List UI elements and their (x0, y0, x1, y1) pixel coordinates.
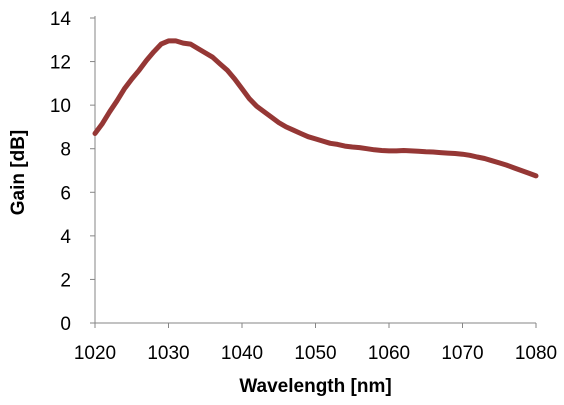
y-tick-label: 2 (60, 270, 71, 291)
x-tick-label: 1020 (74, 343, 116, 364)
y-tick-label: 10 (50, 96, 71, 117)
y-tick-label: 8 (60, 140, 71, 161)
x-axis-title: Wavelength [nm] (239, 376, 391, 397)
series-lines (92, 38, 539, 179)
axes (90, 16, 537, 328)
series-line-0 (92, 38, 539, 179)
x-tick-label: 1060 (368, 343, 410, 364)
tick-labels: 0 2 4 6 8 10 12 14 1020 1030 1040 1050 1060 1070 1080 (50, 9, 557, 364)
x-tick-label: 1070 (441, 343, 483, 364)
y-tick-label: 12 (50, 53, 71, 74)
x-tick-label: 1050 (294, 343, 336, 364)
x-tick-label: 1030 (147, 343, 189, 364)
y-tick-label: 14 (50, 9, 72, 30)
y-axis-title: Gain [dB] (8, 130, 29, 216)
x-tick-label: 1080 (515, 343, 557, 364)
y-tick-label: 4 (60, 227, 71, 248)
x-tick-label: 1040 (221, 343, 263, 364)
y-tick-label: 0 (60, 314, 71, 335)
y-tick-label: 6 (60, 183, 71, 204)
